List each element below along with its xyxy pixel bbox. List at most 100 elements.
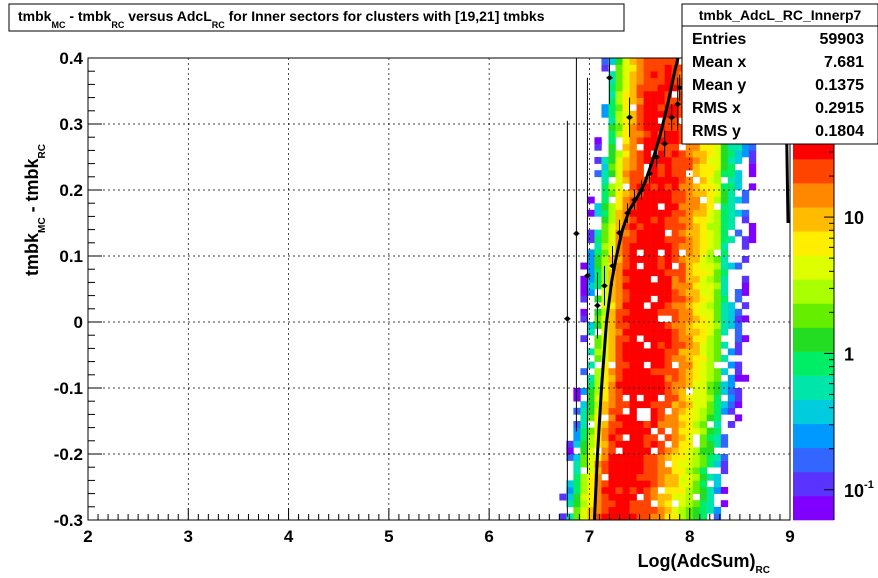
heatmap-cell xyxy=(713,513,722,520)
heatmap-cell xyxy=(636,368,644,376)
heatmap-cell xyxy=(657,282,665,290)
heatmap-cell xyxy=(636,302,644,310)
heatmap-cell xyxy=(608,216,616,224)
heatmap-cell xyxy=(594,401,602,409)
heatmap-cell xyxy=(573,394,581,402)
heatmap-cell xyxy=(720,295,729,303)
heatmap-cell xyxy=(664,513,672,520)
heatmap-cell xyxy=(671,209,679,217)
heatmap-cell xyxy=(643,209,651,217)
heatmap-cell xyxy=(657,242,665,250)
heatmap-cell xyxy=(741,315,750,323)
heatmap-cell xyxy=(650,454,658,461)
heatmap-cell xyxy=(650,209,658,217)
heatmap-cell xyxy=(587,414,595,422)
heatmap-cell xyxy=(657,335,665,343)
heatmap-cell xyxy=(685,454,694,461)
heatmap-cell xyxy=(741,196,750,204)
heatmap-cell xyxy=(573,421,581,428)
heatmap-cell xyxy=(566,513,574,520)
heatmap-cell xyxy=(608,163,616,171)
heatmap-cell xyxy=(664,302,672,310)
heatmap-cell xyxy=(727,216,736,224)
heatmap-cell xyxy=(699,308,708,316)
heatmap-cell xyxy=(713,407,722,415)
heatmap-cell xyxy=(622,269,630,277)
heatmap-cell xyxy=(720,249,729,257)
heatmap-cell xyxy=(580,262,588,270)
heatmap-cell xyxy=(629,473,637,481)
heatmap-cell xyxy=(587,196,595,204)
heatmap-cell xyxy=(629,203,637,211)
heatmap-cell xyxy=(622,229,630,237)
heatmap-cell xyxy=(734,414,743,422)
heatmap-cell xyxy=(580,473,588,481)
heatmap-cell xyxy=(622,176,630,184)
heatmap-cell xyxy=(706,157,715,164)
heatmap-cell xyxy=(580,447,588,455)
heatmap-cell xyxy=(727,223,736,230)
heatmap-cell xyxy=(636,137,644,145)
heatmap-cell xyxy=(580,335,588,343)
heatmap-cell xyxy=(636,229,644,237)
heatmap-cell xyxy=(713,322,722,329)
heatmap-cell xyxy=(713,143,722,151)
heatmap-cell xyxy=(664,401,672,409)
heatmap-cell xyxy=(629,500,637,508)
heatmap-cell xyxy=(629,368,637,376)
heatmap-cell xyxy=(615,150,623,158)
heatmap-cell xyxy=(699,163,708,171)
heatmap-cell xyxy=(629,137,637,145)
heatmap-cell xyxy=(685,434,694,442)
heatmap-cell xyxy=(601,229,609,237)
heatmap-cell xyxy=(664,493,672,501)
heatmap-cell xyxy=(650,289,658,296)
heatmap-cell xyxy=(615,454,623,461)
heatmap-cell xyxy=(650,302,658,310)
profile-point xyxy=(669,115,674,120)
heatmap-cell xyxy=(636,223,644,230)
heatmap-cell xyxy=(720,183,729,191)
heatmap-cell xyxy=(643,454,651,461)
heatmap-cell xyxy=(594,295,602,303)
heatmap-cell xyxy=(706,460,715,468)
heatmap-cell xyxy=(629,289,637,296)
heatmap-cell xyxy=(713,190,722,197)
heatmap-cell xyxy=(664,137,672,145)
heatmap-cell xyxy=(664,117,672,125)
heatmap-cell xyxy=(692,308,701,316)
heatmap-cell xyxy=(671,381,679,389)
heatmap-cell xyxy=(657,440,665,448)
heatmap-cell xyxy=(692,348,701,356)
heatmap-cell xyxy=(699,454,708,461)
heatmap-cell xyxy=(671,368,679,376)
heatmap-cell xyxy=(664,421,672,428)
heatmap-cell xyxy=(615,110,623,118)
heatmap-cell xyxy=(657,427,665,435)
heatmap-cell xyxy=(594,269,602,277)
heatmap-cell xyxy=(699,394,708,402)
heatmap-cell xyxy=(734,229,743,237)
heatmap-cell xyxy=(650,315,658,323)
heatmap-cell xyxy=(643,150,651,158)
heatmap-cell xyxy=(608,295,616,303)
heatmap-cell xyxy=(671,216,679,224)
heatmap-cell xyxy=(706,374,715,382)
heatmap-cell xyxy=(685,414,694,422)
heatmap-cell xyxy=(671,183,679,191)
heatmap-cell xyxy=(699,282,708,290)
heatmap-cell xyxy=(748,157,757,164)
heatmap-cell xyxy=(699,302,708,310)
heatmap-cell xyxy=(685,328,694,336)
heatmap-cell xyxy=(713,196,722,204)
heatmap-cell xyxy=(615,269,623,277)
x-tick-label: 8 xyxy=(685,527,694,546)
heatmap-cell xyxy=(685,460,694,468)
heatmap-cell xyxy=(727,374,736,382)
heatmap-cell xyxy=(713,289,722,296)
heatmap-cell xyxy=(713,157,722,164)
heatmap-cell xyxy=(636,513,644,520)
heatmap-cell xyxy=(608,203,616,211)
heatmap-cell xyxy=(706,388,715,395)
heatmap-cell xyxy=(580,506,588,514)
